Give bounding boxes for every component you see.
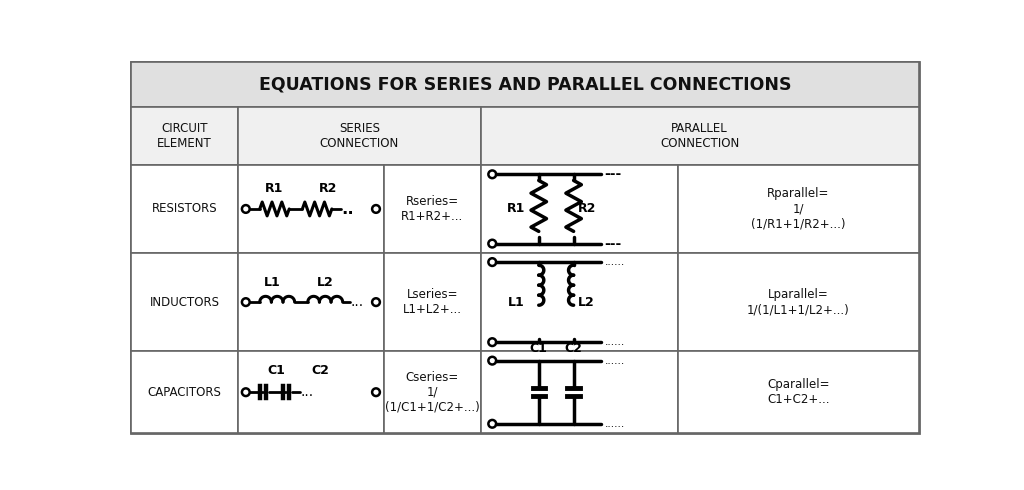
Text: R2: R2	[578, 202, 596, 216]
Text: Lparallel=
1/(1/L1+1/L2+...): Lparallel= 1/(1/L1+1/L2+...)	[746, 288, 850, 316]
Text: C1: C1	[529, 342, 548, 355]
Text: C2: C2	[311, 364, 329, 377]
Text: ......: ......	[604, 356, 625, 366]
Text: EQUATIONS FOR SERIES AND PARALLEL CONNECTIONS: EQUATIONS FOR SERIES AND PARALLEL CONNEC…	[258, 75, 792, 93]
Bar	[131, 165, 238, 253]
Bar	[678, 351, 919, 433]
Text: L2: L2	[578, 295, 594, 309]
Text: ---: ---	[604, 237, 622, 250]
Bar	[238, 106, 480, 165]
Bar	[131, 106, 238, 165]
Bar	[678, 253, 919, 351]
Text: ......: ......	[604, 337, 625, 347]
Text: Rparallel=
1/
(1/R1+1/R2+...): Rparallel= 1/ (1/R1+1/R2+...)	[752, 188, 846, 230]
Text: C2: C2	[564, 342, 583, 355]
Text: Cseries=
1/
(1/C1+1/C2+...): Cseries= 1/ (1/C1+1/C2+...)	[385, 371, 479, 414]
Text: SERIES
CONNECTION: SERIES CONNECTION	[319, 122, 399, 150]
Text: ..: ..	[341, 200, 354, 218]
Bar	[238, 253, 384, 351]
Bar	[480, 165, 678, 253]
Bar	[480, 351, 678, 433]
Text: L1: L1	[264, 276, 281, 290]
Text: C1: C1	[267, 364, 285, 377]
Text: L1: L1	[508, 295, 524, 309]
Text: Rseries=
R1+R2+...: Rseries= R1+R2+...	[401, 195, 463, 223]
Text: PARALLEL
CONNECTION: PARALLEL CONNECTION	[659, 122, 739, 150]
Text: ...: ...	[350, 295, 364, 309]
Text: RESISTORS: RESISTORS	[152, 202, 217, 216]
Text: ---: ---	[604, 167, 622, 181]
Text: R1: R1	[264, 182, 283, 195]
Text: INDUCTORS: INDUCTORS	[150, 295, 219, 309]
Text: ......: ......	[604, 257, 625, 267]
Bar	[238, 165, 384, 253]
Bar	[131, 62, 919, 106]
Text: R1: R1	[507, 202, 524, 216]
Bar	[480, 253, 678, 351]
Text: CIRCUIT
ELEMENT: CIRCUIT ELEMENT	[158, 122, 212, 150]
Bar	[131, 351, 238, 433]
Bar	[678, 165, 919, 253]
Bar	[384, 351, 480, 433]
Text: CAPACITORS: CAPACITORS	[147, 386, 221, 399]
Text: Cparallel=
C1+C2+...: Cparallel= C1+C2+...	[767, 378, 829, 406]
Text: ......: ......	[604, 419, 625, 429]
Text: ...: ...	[300, 385, 313, 399]
Text: L2: L2	[316, 276, 333, 290]
Text: Lseries=
L1+L2+...: Lseries= L1+L2+...	[402, 288, 462, 316]
Bar	[238, 351, 384, 433]
Text: R2: R2	[318, 182, 337, 195]
Bar	[384, 165, 480, 253]
Bar	[480, 106, 919, 165]
Bar	[384, 253, 480, 351]
Bar	[131, 253, 238, 351]
